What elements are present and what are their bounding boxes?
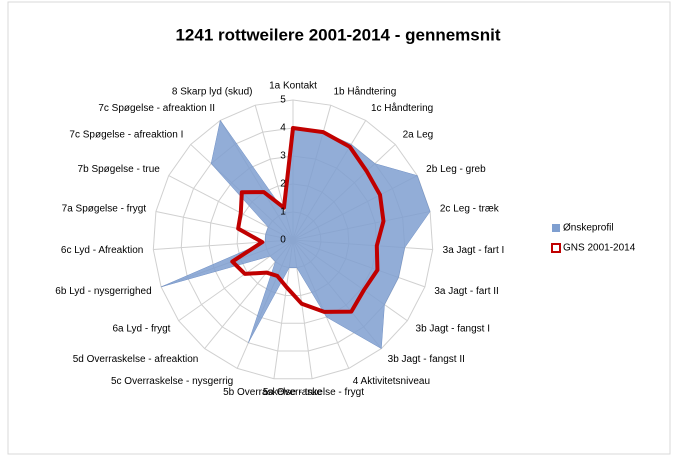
category-label: 5d Overraskelse - afreaktion — [73, 354, 199, 365]
r-tick-label: 4 — [280, 123, 286, 134]
category-label: 2b Leg - greb — [426, 164, 486, 175]
category-label: 3a Jagt - fart I — [443, 245, 505, 256]
category-label: 7c Spøgelse - afreaktion I — [69, 130, 183, 141]
category-label: 5c Overraskelse - nysgerrig — [111, 376, 233, 387]
category-label: 8 Skarp lyd (skud) — [172, 86, 253, 97]
category-label: 5b Overraskelse - true — [223, 387, 322, 398]
category-label: 1a Kontakt — [269, 81, 317, 92]
legend-label: Ønskeprofil — [563, 223, 614, 234]
category-label: 6b Lyd - nysgerrighed — [55, 286, 151, 297]
r-tick-label: 0 — [280, 235, 286, 246]
category-label: 2c Leg - træk — [440, 203, 500, 214]
r-tick-label: 5 — [280, 95, 286, 106]
legend-label: GNS 2001-2014 — [563, 243, 636, 254]
chart-title: 1241 rottweilere 2001-2014 - gennemsnit — [175, 25, 500, 44]
category-label: 7b Spøgelse - true — [78, 164, 161, 175]
category-label: 3b Jagt - fangst I — [416, 323, 491, 334]
category-label: 5a Overraskelse - frygt — [263, 387, 364, 398]
category-label: 2a Leg — [403, 130, 434, 141]
category-label: 6a Lyd - frygt — [112, 323, 170, 334]
category-label: 6c Lyd - Afreaktion — [61, 245, 143, 256]
category-label: 7c Spøgelse - afreaktion II — [98, 103, 215, 114]
category-label: 1b Håndtering — [333, 85, 396, 97]
grid-ring — [152, 99, 434, 380]
category-label: 1c Håndtering — [371, 102, 433, 114]
legend-swatch — [552, 224, 560, 232]
r-tick-label: 2 — [280, 179, 286, 190]
category-label: 3a Jagt - fart II — [434, 286, 498, 297]
legend-swatch — [551, 243, 561, 253]
r-tick-label: 1 — [280, 207, 286, 218]
radar-line — [230, 126, 386, 314]
category-label: 4 Aktivitetsniveau — [353, 376, 430, 387]
category-label: 7a Spøgelse - frygt — [62, 203, 147, 214]
category-label: 3b Jagt - fangst II — [388, 354, 465, 365]
r-tick-label: 3 — [280, 151, 286, 162]
